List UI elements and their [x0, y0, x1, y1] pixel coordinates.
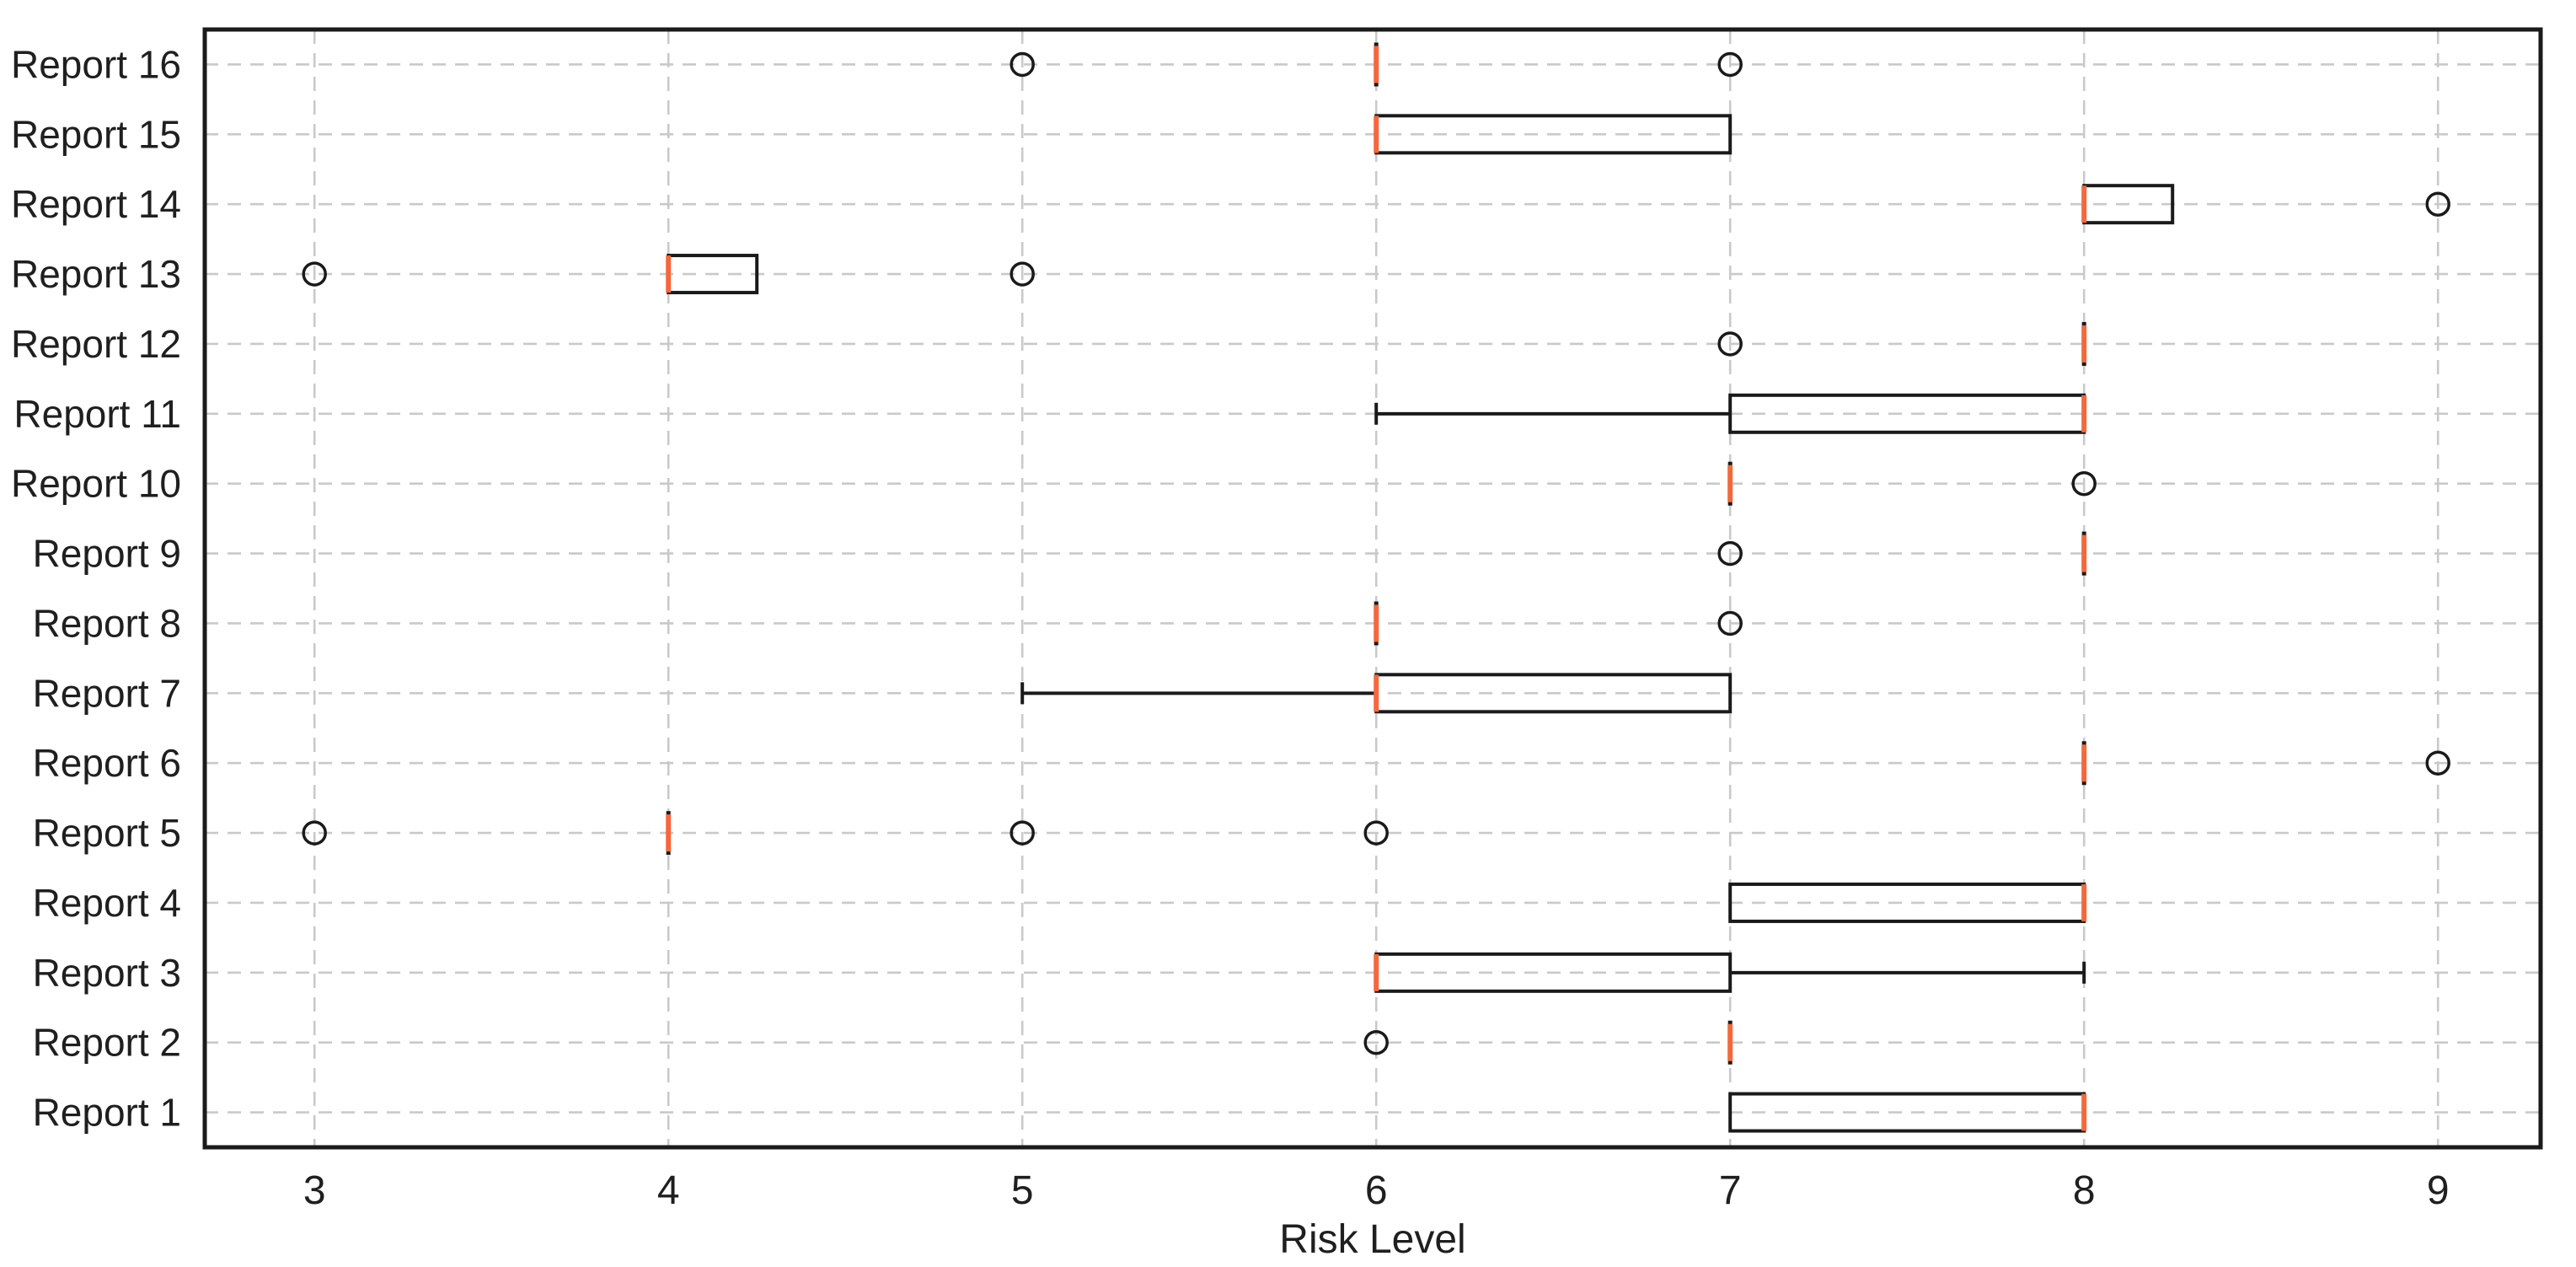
y-tick-label-report-1: Report 1 [33, 1091, 181, 1135]
y-tick-label-report-6: Report 6 [33, 741, 181, 785]
outlier-report-13-at-3 [302, 261, 327, 287]
y-tick-label-report-9: Report 9 [33, 532, 181, 576]
x-axis-title: Risk Level [1279, 1217, 1465, 1262]
outlier-report-5-at-6 [1363, 820, 1389, 846]
y-tick-label-report-8: Report 8 [33, 601, 181, 645]
outlier-report-6-at-9 [2425, 750, 2450, 776]
outlier-report-2-at-6 [1363, 1029, 1389, 1055]
x-tick-label-5: 5 [1011, 1168, 1034, 1213]
outlier-report-12-at-7 [1717, 331, 1743, 357]
outlier-report-10-at-8 [2071, 470, 2097, 497]
y-tick-label-report-16: Report 16 [11, 42, 181, 86]
x-tick-label-3: 3 [303, 1168, 326, 1213]
x-tick-label-4: 4 [657, 1168, 680, 1213]
y-tick-label-report-3: Report 3 [33, 951, 181, 995]
y-tick-label-report-10: Report 10 [11, 462, 181, 506]
y-tick-label-report-13: Report 13 [11, 252, 181, 296]
y-tick-label-report-11: Report 11 [13, 392, 181, 436]
outlier-report-8-at-7 [1717, 610, 1743, 636]
outlier-report-16-at-5 [1010, 51, 1035, 78]
outlier-report-5-at-5 [1010, 820, 1035, 846]
outlier-report-13-at-5 [1010, 261, 1035, 287]
y-tick-label-report-4: Report 4 [33, 881, 181, 925]
outlier-report-16-at-7 [1717, 51, 1743, 78]
y-tick-label-report-5: Report 5 [33, 811, 181, 855]
y-tick-label-report-2: Report 2 [33, 1021, 181, 1065]
y-tick-label-report-7: Report 7 [33, 671, 181, 715]
outlier-report-5-at-3 [302, 820, 327, 846]
y-tick-label-report-14: Report 14 [11, 182, 181, 226]
x-tick-label-6: 6 [1365, 1168, 1388, 1213]
outlier-report-9-at-7 [1717, 540, 1743, 566]
x-tick-label-8: 8 [2073, 1168, 2096, 1213]
y-tick-label-report-15: Report 15 [11, 112, 181, 156]
outlier-report-14-at-9 [2425, 191, 2450, 217]
plot-border [202, 27, 2543, 1150]
x-tick-label-9: 9 [2427, 1168, 2450, 1213]
x-tick-label-7: 7 [1719, 1168, 1742, 1213]
y-tick-label-report-12: Report 12 [11, 322, 181, 366]
